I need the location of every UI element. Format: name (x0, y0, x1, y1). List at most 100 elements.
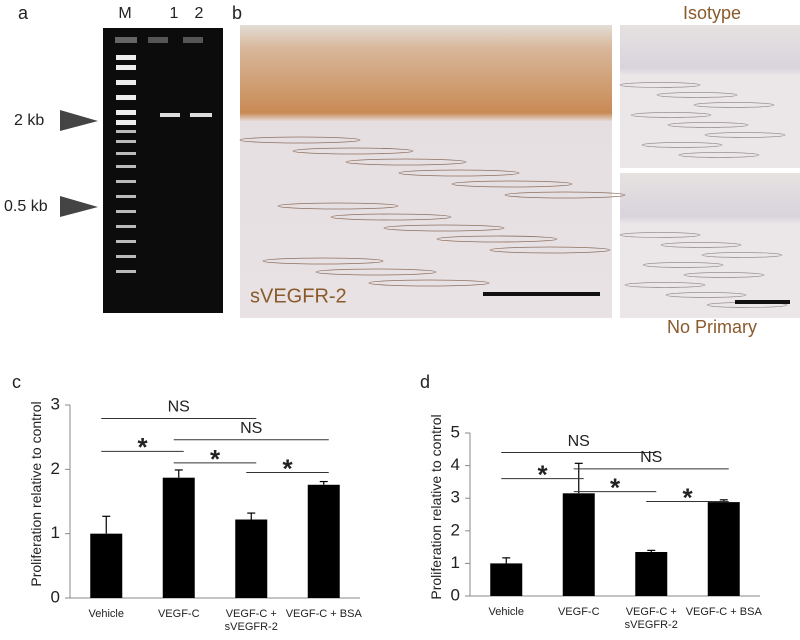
lane-label: 2 (195, 5, 204, 22)
fiber (693, 102, 775, 108)
bar (307, 484, 340, 598)
fiber (667, 122, 749, 128)
ladder-band (116, 95, 136, 100)
x-tick-label: Vehicle (488, 606, 524, 618)
x-tick-label: VEGF-C + BSA (285, 608, 362, 620)
fiber (619, 232, 701, 238)
panel-label: b (232, 3, 242, 23)
ladder-band (116, 120, 136, 125)
bar (635, 551, 668, 596)
fiber (330, 213, 452, 221)
fiber (292, 147, 414, 155)
ladder-band (116, 110, 136, 115)
fiber (683, 272, 765, 278)
sample-band (160, 113, 180, 117)
fiber (383, 224, 505, 232)
lane-label: M (118, 5, 131, 22)
fiber (665, 292, 747, 298)
panel-label: d (420, 372, 430, 392)
marker-arrow (60, 110, 98, 131)
micrograph (240, 25, 612, 318)
marker-arrow (60, 196, 98, 217)
bar (162, 477, 195, 598)
significance-label: * (210, 444, 221, 474)
lane-label: 1 (170, 5, 179, 22)
significance-label: * (610, 473, 621, 503)
y-tick-label: 2 (51, 459, 60, 478)
fiber (277, 202, 399, 210)
micrograph (620, 173, 800, 318)
y-tick-label: 0 (451, 585, 460, 604)
ladder-band (116, 240, 136, 243)
stain-caption: No Primary (667, 317, 757, 337)
fiber (624, 282, 706, 288)
y-tick-label: 2 (451, 520, 460, 539)
ladder-band (116, 80, 136, 85)
significance-label: NS (640, 449, 662, 466)
stain-caption: Isotype (683, 3, 741, 23)
fiber (678, 152, 760, 158)
bar (562, 493, 595, 596)
ladder-band (116, 130, 136, 133)
fiber (656, 92, 738, 98)
x-tick-label: VEGF-C + sVEGFR-2 (224, 608, 278, 633)
fiber (315, 268, 437, 276)
x-tick-label: VEGF-C (557, 606, 600, 618)
significance-label: NS (240, 420, 262, 437)
y-tick-label: 3 (451, 488, 460, 507)
x-tick-label: VEGF-C (157, 608, 200, 620)
ladder-band (116, 255, 136, 258)
ladder-band (116, 65, 136, 70)
marker-label: 2 kb (14, 112, 44, 129)
ladder-band (116, 195, 136, 198)
ladder-band (116, 270, 136, 273)
ladder-band (116, 140, 136, 143)
significance-label: * (537, 460, 548, 490)
ladder-band (116, 165, 136, 168)
well (115, 37, 137, 43)
gel-bands (115, 37, 212, 273)
ladder-band (116, 152, 136, 155)
sample-band (190, 113, 212, 117)
panel-label: c (12, 372, 21, 392)
x-tick-label: Vehicle (88, 608, 124, 620)
bar (235, 519, 268, 598)
fiber (345, 158, 467, 166)
fiber (642, 262, 724, 268)
panel-label: a (18, 3, 29, 23)
fiber (704, 132, 786, 138)
fiber (436, 235, 558, 243)
micrograph (620, 25, 800, 168)
fiber (630, 112, 712, 118)
stain-caption: sVEGFR-2 (250, 285, 347, 307)
fiber (398, 169, 520, 177)
x-tick-label: VEGF-C + sVEGFR-2 (624, 606, 678, 631)
fiber (619, 82, 701, 88)
significance-label: NS (568, 433, 590, 450)
y-tick-label: 3 (51, 394, 60, 413)
y-axis-label: Proliferation relative to control (28, 400, 44, 587)
y-tick-label: 4 (451, 455, 460, 474)
fiber (368, 279, 490, 287)
fiber (489, 246, 611, 254)
ladder-band (116, 180, 136, 183)
bar (707, 502, 740, 596)
fiber (451, 180, 573, 188)
well (148, 37, 168, 43)
y-tick-label: 1 (451, 553, 460, 572)
y-tick-label: 1 (51, 523, 60, 542)
ladder-band (116, 55, 136, 60)
fiber (239, 136, 361, 144)
y-axis-label: Proliferation relative to control (428, 413, 444, 600)
gel-image (103, 28, 223, 313)
fiber (660, 242, 742, 248)
marker-label: 0.5 kb (4, 198, 48, 215)
tissue-fibers (239, 82, 788, 308)
bar (90, 533, 123, 598)
fiber (701, 252, 783, 258)
y-tick-label: 5 (451, 422, 460, 441)
x-tick-label: VEGF-C + BSA (685, 606, 762, 618)
significance-label: * (682, 482, 693, 512)
